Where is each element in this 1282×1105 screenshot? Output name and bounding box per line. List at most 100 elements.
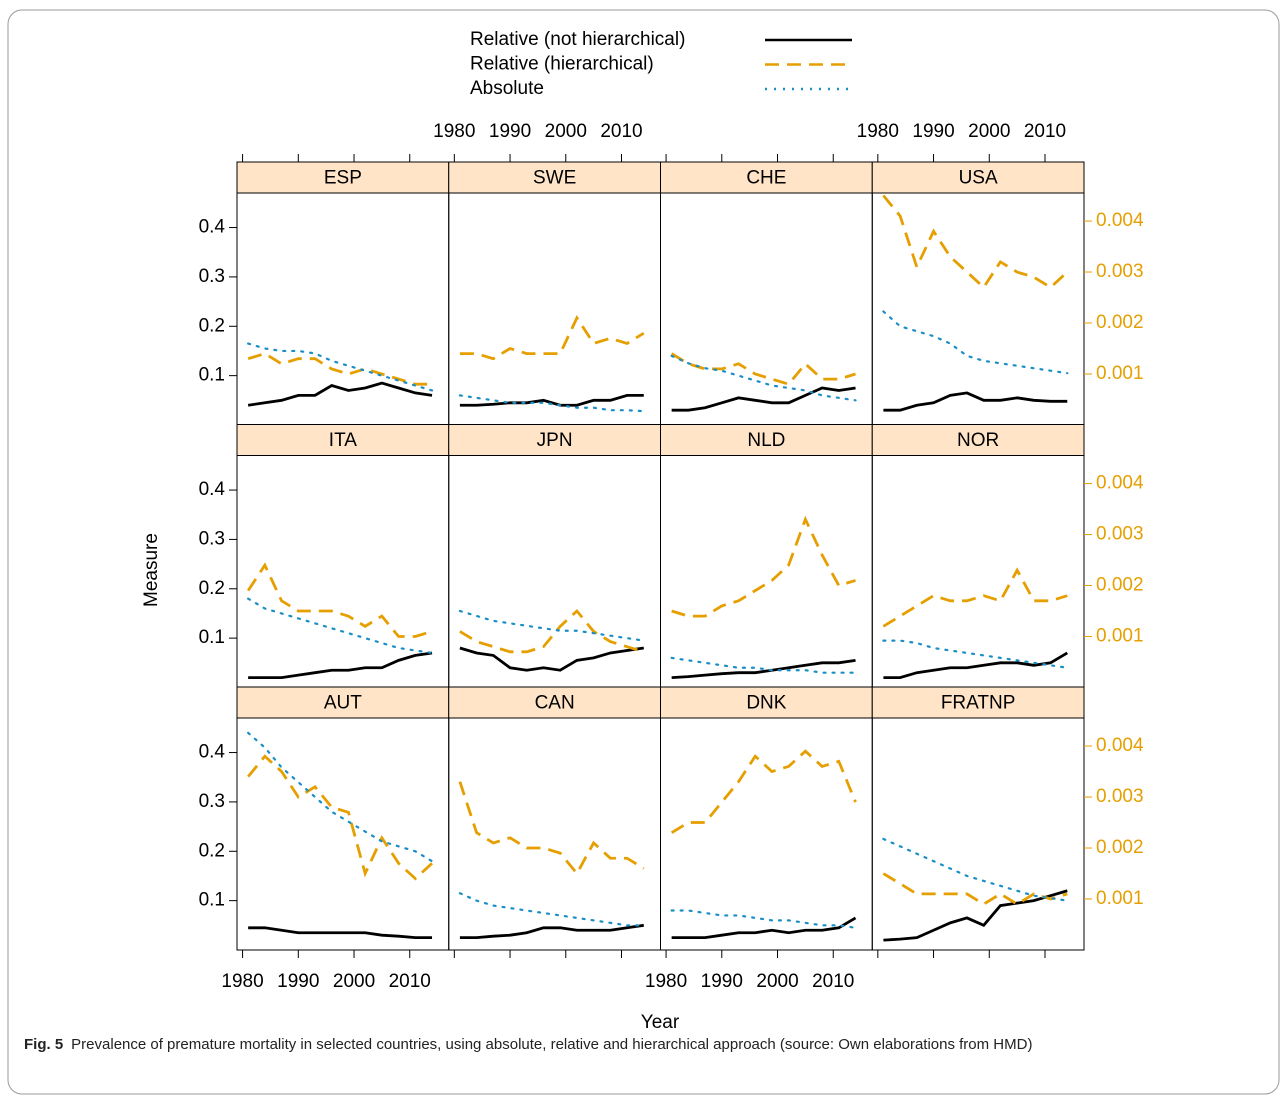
strip (448, 686, 661, 719)
series-line (246, 562, 433, 638)
strip (660, 161, 873, 194)
y2-tick-label: 0.003 (1096, 786, 1144, 807)
y2-tick-label: 0.002 (1096, 837, 1144, 858)
series-line (247, 754, 433, 881)
strip (660, 424, 873, 456)
caption-text: Prevalence of premature mortality in sel… (71, 1036, 1033, 1053)
x-tick-label: 1980 (221, 971, 263, 992)
y2-tick-label: 0.003 (1096, 261, 1144, 282)
series-line (670, 749, 857, 834)
series-line (248, 926, 433, 940)
series-line (670, 352, 856, 386)
strip (871, 686, 1085, 719)
y2-tick-label: 0.001 (1096, 363, 1144, 384)
panel-title: ESP (324, 168, 362, 189)
legend-label: Relative (hierarchical) (470, 54, 654, 75)
y-tick-label: 0.3 (199, 266, 225, 287)
series-line (671, 386, 856, 412)
series-line (670, 656, 857, 674)
y-tick-label: 0.1 (199, 365, 225, 386)
y-axis-title: Measure (141, 533, 162, 607)
series-line (670, 909, 857, 929)
panel-title: SWE (533, 168, 576, 189)
series-line (882, 639, 1069, 669)
y-tick-label: 0.2 (199, 315, 225, 336)
x-tick-label: 1990 (701, 971, 743, 992)
panel-title: FRATNP (941, 693, 1016, 714)
series-line (458, 394, 645, 413)
legend-label: Relative (not hierarchical) (470, 29, 685, 50)
x-tick-label: 2000 (333, 971, 375, 992)
figure-frame (7, 9, 1280, 1095)
series-line (248, 651, 433, 680)
y-tick-label: 0.1 (199, 627, 225, 648)
y-tick-label: 0.2 (199, 840, 225, 861)
y-tick-label: 0.3 (199, 791, 225, 812)
panel-title: NOR (957, 430, 999, 451)
series-line (883, 889, 1068, 942)
series-line (882, 837, 1069, 902)
series-line (458, 892, 645, 927)
legend-label: Absolute (470, 78, 544, 99)
series-line (883, 391, 1068, 412)
x-tick-label-top: 2010 (1024, 121, 1066, 142)
series-line (459, 315, 645, 361)
y2-tick-label: 0.002 (1096, 312, 1144, 333)
panel-frame (448, 192, 661, 426)
y-tick-label: 0.1 (199, 890, 225, 911)
y2-tick-label: 0.003 (1096, 524, 1144, 545)
panel-title: USA (959, 168, 998, 189)
y2-tick-label: 0.004 (1096, 735, 1144, 756)
series-line (458, 781, 645, 877)
x-tick-label-top: 2010 (600, 121, 642, 142)
y-tick-label: 0.4 (199, 217, 226, 238)
series-line (247, 342, 434, 392)
panel-title: JPN (537, 430, 573, 451)
panel-frame (871, 192, 1085, 426)
y-tick-label: 0.4 (199, 742, 226, 763)
x-tick-label-top: 1990 (912, 121, 954, 142)
x-tick-label: 1980 (645, 971, 687, 992)
series-line (247, 597, 434, 655)
series-line (671, 658, 856, 680)
series-line (247, 381, 433, 407)
y2-tick-label: 0.004 (1096, 473, 1144, 494)
strip (236, 161, 450, 194)
strip (448, 424, 661, 456)
series-line (247, 731, 434, 863)
y2-tick-label: 0.001 (1096, 888, 1144, 909)
panel-title: ITA (329, 430, 357, 451)
strip (236, 686, 450, 719)
x-axis-title: Year (641, 1012, 680, 1033)
x-tick-label: 2010 (812, 971, 854, 992)
panel-title: DNK (746, 693, 786, 714)
panel-title: AUT (324, 693, 362, 714)
series-line (459, 608, 645, 654)
x-tick-label: 2000 (756, 971, 798, 992)
series-line (459, 393, 644, 407)
panel-title: CAN (535, 693, 575, 714)
panel-frame (871, 455, 1085, 688)
y-tick-label: 0.2 (199, 578, 225, 599)
x-tick-label: 1990 (277, 971, 319, 992)
panel-frame (660, 717, 873, 951)
series-line (247, 352, 433, 386)
x-tick-label-top: 1990 (489, 121, 531, 142)
series-line (671, 515, 856, 618)
x-tick-label-top: 2000 (545, 121, 587, 142)
y2-tick-label: 0.004 (1096, 210, 1144, 231)
series-line (882, 567, 1068, 628)
caption: Fig. 5 Prevalence of premature mortality … (24, 1035, 1264, 1055)
x-tick-label-top: 2000 (968, 121, 1010, 142)
series-line (459, 923, 644, 940)
series-line (883, 651, 1068, 680)
panel-title: CHE (746, 168, 786, 189)
y-tick-label: 0.3 (199, 528, 225, 549)
caption-label: Fig. 5 (24, 1036, 64, 1053)
series-line (458, 609, 645, 642)
y-tick-label: 0.4 (199, 479, 226, 500)
panel-frame (871, 717, 1085, 951)
series-line (459, 646, 644, 672)
